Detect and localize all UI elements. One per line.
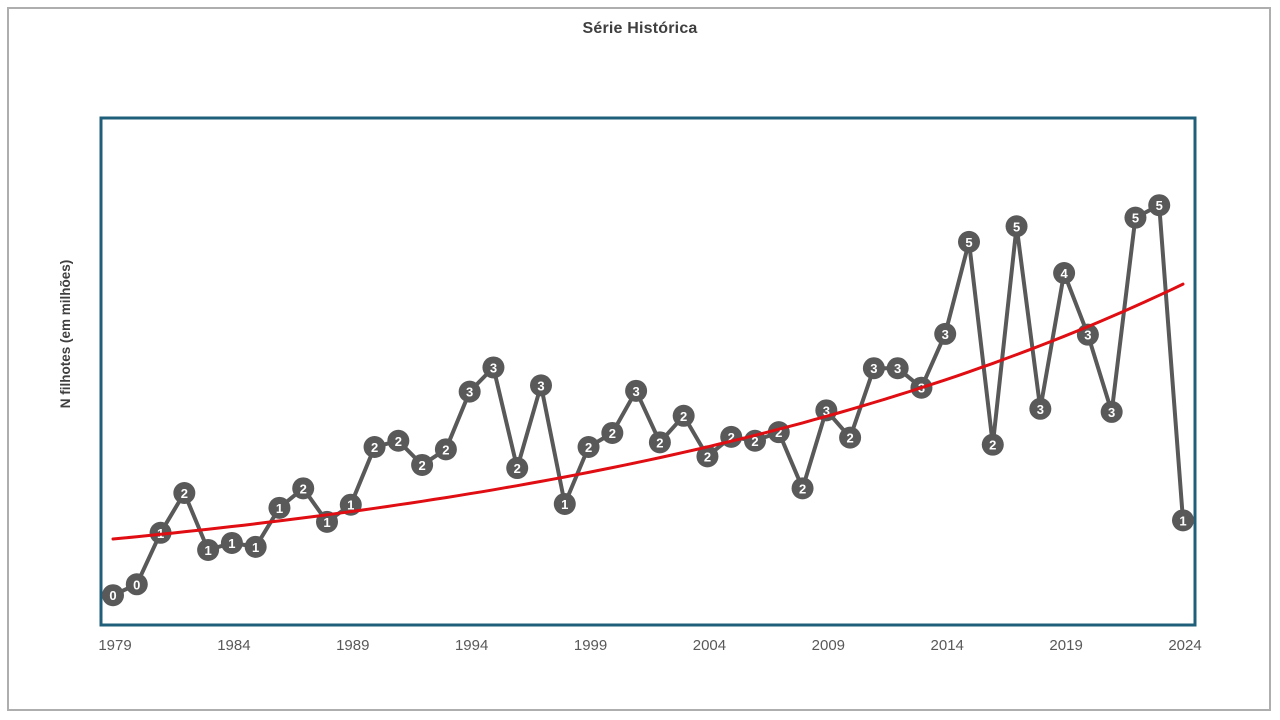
x-tick-label: 1984 [217, 637, 250, 654]
data-point-label: 3 [942, 327, 949, 342]
data-point-label: 3 [632, 384, 639, 399]
data-point-label: 2 [585, 440, 592, 455]
data-point [1148, 194, 1171, 217]
data-point-label: 2 [775, 425, 782, 440]
data-point [934, 322, 957, 345]
data-point [434, 438, 457, 461]
data-point-label: 0 [133, 577, 140, 592]
data-point-label: 3 [490, 360, 497, 375]
data-point-label: 1 [1179, 513, 1186, 528]
data-point-label: 5 [1156, 198, 1163, 213]
data-point [363, 436, 386, 458]
page-frame [7, 7, 1271, 711]
x-tick-label: 2014 [931, 637, 964, 654]
data-point [220, 531, 243, 554]
data-point-label: 3 [466, 385, 473, 400]
data-point-label: 2 [704, 449, 711, 464]
data-point-label: 2 [395, 434, 402, 449]
data-point [411, 453, 434, 476]
data-point-label: 2 [300, 481, 307, 496]
data-point-label: 1 [323, 515, 330, 530]
x-tick-label: 1999 [574, 637, 607, 654]
data-point-label: 2 [371, 440, 378, 455]
data-point [601, 421, 624, 444]
data-point-label: 2 [609, 426, 616, 441]
data-point-label: 2 [442, 442, 449, 457]
x-tick-label: 2009 [812, 637, 845, 654]
data-point [458, 380, 481, 403]
data-point-label: 5 [1013, 219, 1020, 234]
data-point-label: 3 [894, 361, 901, 376]
data-point [125, 573, 148, 596]
data-point [1029, 397, 1052, 420]
data-point [1172, 509, 1194, 532]
trend-line [111, 282, 1185, 541]
data-point-label: 2 [989, 438, 996, 453]
plot-border [99, 116, 1197, 627]
data-point-label: 2 [656, 435, 663, 450]
data-point [553, 492, 576, 515]
data-point [530, 374, 552, 397]
data-point-label: 1 [561, 497, 568, 512]
data-point [958, 230, 980, 253]
data-point [1053, 262, 1076, 285]
data-point [696, 445, 719, 468]
data-point-label: 5 [1132, 211, 1139, 226]
data-point [862, 357, 885, 380]
data-point [506, 457, 529, 480]
data-point-label: 2 [799, 481, 806, 496]
data-point-label: 2 [680, 409, 687, 424]
data-point [1100, 400, 1123, 423]
x-tick-label: 2004 [693, 637, 726, 654]
data-point [387, 429, 410, 452]
data-point [268, 496, 291, 519]
data-point [1005, 215, 1028, 238]
data-point-label: 2 [514, 461, 521, 476]
data-point [886, 357, 909, 380]
x-tick-label: 2024 [1168, 637, 1201, 654]
series-line [111, 203, 1185, 598]
x-tick-label: 1994 [455, 637, 488, 654]
data-point [244, 535, 267, 558]
data-point-label: 2 [418, 458, 425, 473]
data-point-label: 3 [870, 361, 877, 376]
data-point-label: 2 [846, 431, 853, 446]
data-point-label: 1 [347, 498, 354, 513]
data-point-label: 2 [181, 486, 188, 501]
data-point-label: 2 [751, 434, 758, 449]
x-tick-label: 2019 [1049, 637, 1082, 654]
data-point-label: 3 [537, 378, 544, 393]
data-point-label: 0 [109, 588, 116, 603]
data-point [791, 477, 814, 500]
data-point [981, 433, 1004, 456]
data-point [648, 431, 671, 454]
data-point [102, 584, 124, 607]
data-point-label: 5 [965, 235, 972, 250]
data-point [672, 404, 695, 427]
data-point-label: 4 [1060, 266, 1068, 281]
data-point-label: 1 [276, 501, 283, 516]
data-point-label: 3 [1037, 402, 1044, 417]
data-point [625, 379, 648, 402]
data-point-label: 1 [204, 543, 211, 558]
data-point-label: 1 [252, 540, 259, 555]
data-point [482, 356, 505, 379]
data-point [1124, 206, 1147, 229]
data-point [839, 426, 862, 449]
data-point [292, 477, 315, 500]
data-point-label: 3 [1108, 405, 1115, 420]
data-point-label: 2 [728, 430, 735, 445]
data-point [197, 538, 220, 561]
data-point-label: 3 [823, 403, 830, 418]
data-point-label: 1 [228, 536, 235, 551]
data-point-label: 3 [1084, 328, 1091, 343]
x-tick-label: 1989 [336, 637, 369, 654]
chart-title: Série Histórica [582, 20, 698, 37]
data-point [173, 482, 196, 505]
x-tick-label: 1979 [98, 637, 131, 654]
data-point [577, 436, 600, 458]
